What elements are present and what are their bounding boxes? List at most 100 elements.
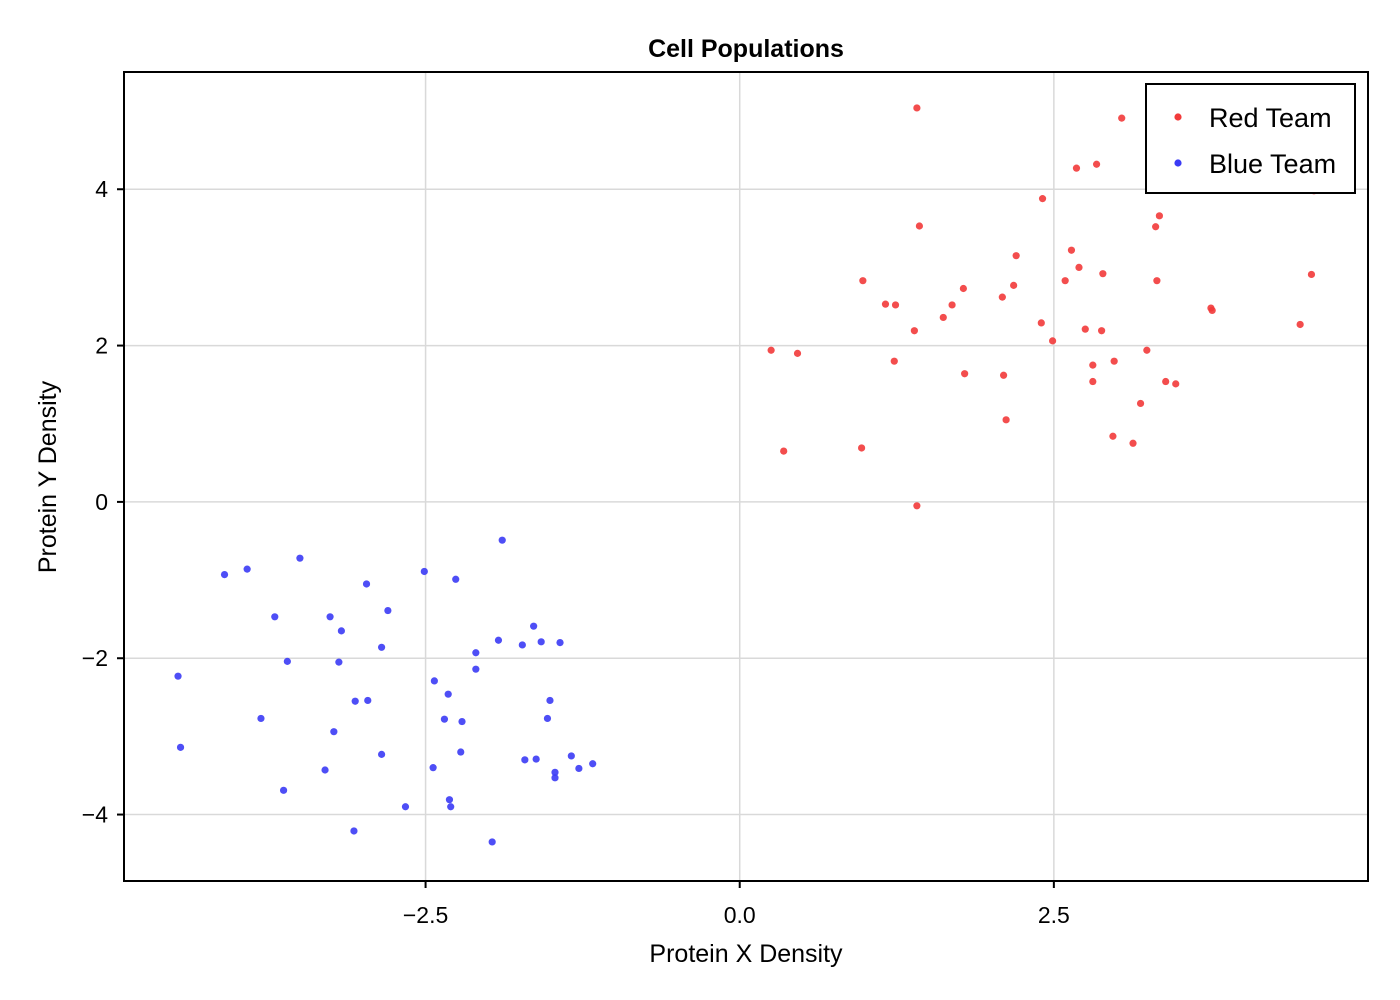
data-point <box>1110 357 1118 365</box>
data-point <box>498 536 506 544</box>
data-point <box>1081 325 1089 333</box>
data-point <box>575 764 583 773</box>
data-point <box>1129 439 1137 447</box>
data-point <box>1089 361 1097 369</box>
legend-label: Red Team <box>1209 103 1332 133</box>
data-point <box>551 768 559 776</box>
x-tick-label: 2.5 <box>1038 902 1070 928</box>
data-point <box>780 447 788 455</box>
data-point <box>472 665 480 673</box>
data-point <box>948 301 956 309</box>
data-point <box>1109 432 1117 440</box>
data-point <box>458 717 466 726</box>
data-point <box>1089 377 1097 386</box>
data-point <box>530 622 538 630</box>
data-point <box>915 222 924 230</box>
data-point <box>1012 252 1020 260</box>
y-tick-label: 4 <box>95 176 108 202</box>
legend-marker <box>1174 113 1182 121</box>
y-tick-label: 2 <box>95 333 108 359</box>
data-point <box>546 696 554 705</box>
data-point <box>1155 212 1164 220</box>
data-point <box>551 774 559 782</box>
data-point <box>494 636 503 644</box>
data-point <box>1172 380 1180 388</box>
data-point <box>1010 281 1018 289</box>
data-point <box>1153 277 1161 285</box>
data-point <box>556 638 564 647</box>
data-point <box>377 750 386 758</box>
legend-label: Blue Team <box>1209 149 1336 179</box>
data-point <box>543 714 552 723</box>
data-point <box>457 748 465 756</box>
data-points <box>174 104 1318 846</box>
data-point <box>1038 195 1047 203</box>
legend-marker <box>1174 159 1182 167</box>
data-point <box>283 657 291 665</box>
data-point <box>537 638 545 646</box>
data-point <box>220 570 229 579</box>
y-tick-label: −4 <box>82 802 108 828</box>
data-point <box>377 643 386 651</box>
data-point <box>174 672 182 680</box>
data-point <box>858 444 866 452</box>
data-point <box>243 565 251 573</box>
data-point <box>444 690 452 698</box>
data-point <box>1208 306 1216 315</box>
data-point <box>1098 327 1106 335</box>
data-point <box>1307 270 1316 279</box>
data-point <box>1049 337 1057 345</box>
data-point <box>447 803 455 811</box>
legend: Red Team Blue Team <box>1145 83 1356 194</box>
data-point <box>350 827 358 835</box>
data-point <box>793 349 802 357</box>
data-point <box>429 764 437 772</box>
data-point <box>330 728 338 736</box>
data-point <box>910 327 918 335</box>
data-point <box>321 766 329 774</box>
data-point <box>1162 377 1170 386</box>
data-point <box>337 627 345 635</box>
data-point <box>326 613 334 621</box>
data-point <box>913 502 921 510</box>
y-tick-label: 0 <box>95 489 108 515</box>
data-point <box>335 658 343 666</box>
data-point <box>1152 223 1160 231</box>
data-point <box>939 313 947 322</box>
data-point <box>859 277 867 285</box>
data-point <box>1092 160 1101 168</box>
chart-title: Cell Populations <box>648 35 844 63</box>
data-point <box>430 677 438 685</box>
data-point <box>257 714 265 723</box>
data-point <box>1143 346 1151 354</box>
data-point <box>1067 246 1076 254</box>
data-point <box>1136 399 1145 408</box>
data-point <box>1099 270 1107 278</box>
data-point <box>279 786 288 794</box>
plot-frame <box>123 71 1369 882</box>
grid-lines <box>124 72 1368 881</box>
data-point <box>589 760 597 768</box>
legend-box <box>1145 83 1356 194</box>
data-point <box>767 346 775 354</box>
data-point <box>452 575 460 583</box>
x-tick-label: 0.0 <box>724 902 756 928</box>
data-point <box>961 370 969 378</box>
data-point <box>1061 277 1069 285</box>
data-point <box>567 752 575 760</box>
data-point <box>1072 164 1081 172</box>
data-point <box>445 796 454 804</box>
data-point <box>1037 319 1045 327</box>
data-point <box>351 697 359 705</box>
data-point <box>891 301 900 309</box>
data-point <box>472 649 480 657</box>
y-axis-label: Protein Y Density <box>34 380 62 573</box>
data-point <box>1002 416 1010 424</box>
data-point <box>1075 263 1083 272</box>
data-point <box>1296 320 1304 329</box>
x-axis-label: Protein X Density <box>649 940 843 968</box>
data-point <box>420 567 428 576</box>
data-point <box>890 357 898 365</box>
axis-ticks: −2.5 0.0 2.5 −4 −2 0 2 4 <box>82 176 1070 928</box>
